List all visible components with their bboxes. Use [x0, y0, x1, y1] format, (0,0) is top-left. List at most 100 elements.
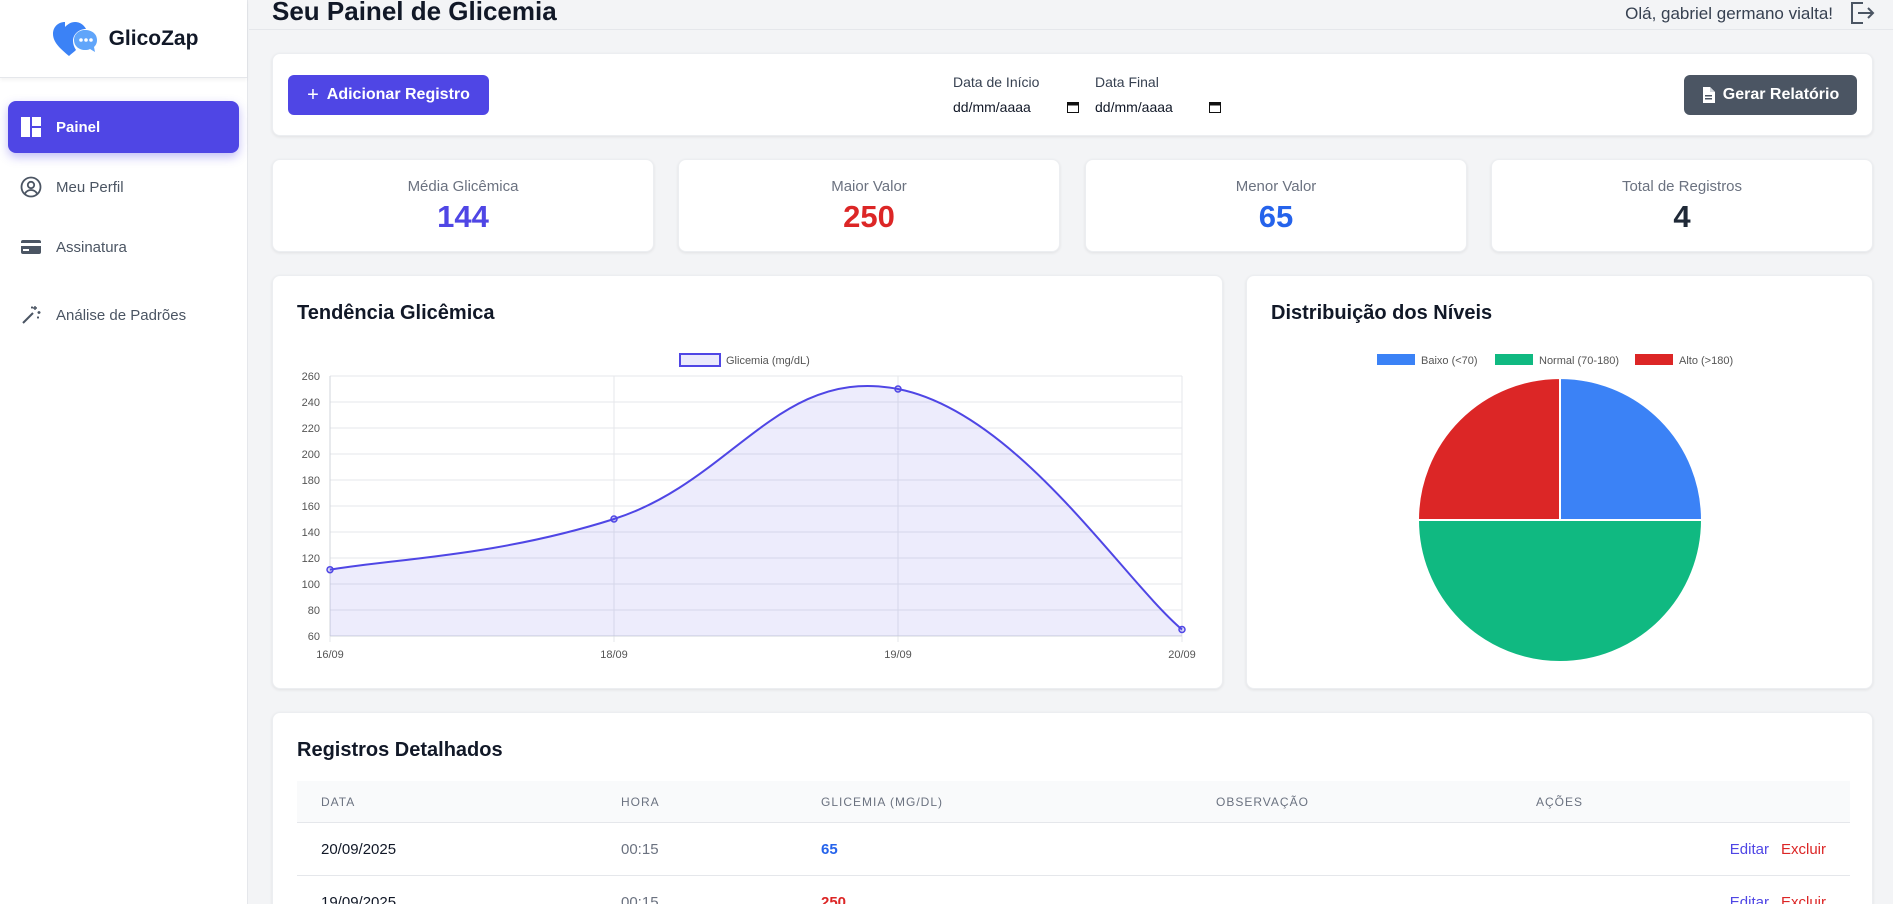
- stat-value: 4: [1673, 199, 1691, 234]
- add-record-button[interactable]: + Adicionar Registro: [288, 75, 489, 115]
- trend-chart-title: Tendência Glicêmica: [297, 302, 495, 324]
- table-row: 20/09/2025 00:15 65 Editar Excluir: [297, 823, 1850, 876]
- legend-label: Glicemia (mg/dL): [726, 355, 810, 367]
- edit-link[interactable]: Editar: [1729, 893, 1769, 904]
- calendar-icon: [1209, 102, 1221, 113]
- distribution-pie-chart: Baixo (<70) Normal (70-180) Alto (>180): [1377, 354, 1733, 663]
- sidebar-item-painel[interactable]: Painel: [8, 101, 239, 153]
- sidebar-item-meu-perfil[interactable]: Meu Perfil: [8, 161, 239, 213]
- stat-label: Menor Valor: [1235, 178, 1317, 195]
- y-tick-label: 200: [302, 449, 320, 461]
- pie-slice: [1559, 376, 1704, 521]
- legend-label: Baixo (<70): [1421, 355, 1478, 367]
- legend-swatch: [1495, 354, 1533, 365]
- series-area: [330, 385, 1182, 636]
- stat-value: 250: [843, 199, 895, 234]
- legend-item: Alto (>180): [1635, 354, 1733, 367]
- pie-slice: [1416, 519, 1704, 663]
- cell-time: 00:15: [621, 840, 659, 858]
- delete-link[interactable]: Excluir: [1780, 840, 1826, 858]
- table-row: 19/09/2025 00:15 250 Editar Excluir: [297, 876, 1850, 904]
- column-header: DATA: [321, 794, 356, 809]
- legend-swatch: [1635, 354, 1673, 365]
- end-date-group: Data Final dd/mm/aaaa: [1095, 74, 1221, 118]
- distribution-chart-title: Distribuição dos Níveis: [1271, 302, 1493, 324]
- stat-card-max: Maior Valor 250: [678, 159, 1060, 252]
- edit-link[interactable]: Editar: [1729, 840, 1769, 858]
- sidebar: GlicoZap Painel Meu Perfil Assinatura An…: [0, 0, 248, 904]
- plus-icon: +: [307, 84, 319, 106]
- stat-value: 144: [437, 199, 489, 234]
- legend-item: Baixo (<70): [1377, 354, 1478, 367]
- trend-line-chart: Glicemia (mg/dL) 60 80 100 120 140 160 180 200 22…: [302, 353, 1196, 661]
- legend-swatch: [679, 353, 721, 367]
- logout-icon[interactable]: [1849, 1, 1875, 25]
- records-table: DATA HORA GLICEMIA (MG/DL) OBSERVAÇÃO AÇ…: [297, 781, 1850, 904]
- series-line: [329, 384, 1183, 631]
- toolbar: + Adicionar Registro Data de Início dd/m…: [272, 53, 1873, 136]
- y-tick-label: 220: [302, 423, 320, 435]
- row-actions: Editar Excluir: [1512, 841, 1850, 858]
- data-point: [894, 385, 902, 393]
- sidebar-item-label: Painel: [56, 118, 101, 136]
- cell-glucose: 65: [821, 840, 838, 858]
- y-tick-label: 100: [302, 579, 320, 591]
- stat-label: Total de Registros: [1621, 178, 1743, 195]
- cell-date: 19/09/2025: [321, 893, 397, 904]
- cell-glucose: 250: [821, 893, 847, 904]
- sidebar-item-assinatura[interactable]: Assinatura: [8, 221, 239, 273]
- y-tick-label: 60: [308, 631, 320, 643]
- sidebar-item-analise-de-padroes[interactable]: Análise de Padrões: [8, 289, 239, 341]
- legend-label: Alto (>180): [1679, 355, 1733, 367]
- calendar-icon: [1067, 102, 1079, 113]
- logo-icon: [52, 21, 97, 56]
- sidebar-item-label: Análise de Padrões: [56, 306, 187, 324]
- row-actions: Editar Excluir: [1512, 894, 1850, 904]
- column-header: HORA: [621, 794, 660, 809]
- start-date-placeholder: dd/mm/aaaa: [953, 99, 1031, 115]
- y-tick-label: 140: [302, 527, 320, 539]
- user-circle-icon: [20, 176, 42, 198]
- sidebar-nav: Painel Meu Perfil Assinatura Análise de …: [0, 78, 247, 372]
- records-card: Registros Detalhados DATA HORA GLICEMIA …: [272, 712, 1873, 904]
- x-tick-label: 20/09: [1168, 649, 1196, 661]
- generate-report-button[interactable]: Gerar Relatório: [1684, 75, 1857, 115]
- column-header: AÇÕES: [1536, 794, 1584, 809]
- magic-wand-icon: [22, 306, 41, 324]
- legend-label: Normal (70-180): [1539, 355, 1619, 367]
- add-record-label: Adicionar Registro: [326, 86, 470, 103]
- sidebar-item-label: Meu Perfil: [56, 178, 124, 196]
- sidebar-item-label: Assinatura: [56, 238, 127, 256]
- header: Seu Painel de Glicemia Olá, gabriel germ…: [249, 0, 1893, 30]
- trend-chart-card: Tendência Glicêmica Glicemia (mg/dL) 60 80…: [272, 275, 1223, 689]
- page-title: Seu Painel de Glicemia: [272, 0, 557, 26]
- delete-link[interactable]: Excluir: [1780, 893, 1826, 904]
- cell-date: 20/09/2025: [321, 840, 397, 858]
- start-date-input[interactable]: dd/mm/aaaa: [953, 96, 1079, 118]
- data-point: [326, 565, 334, 574]
- chart-legend: Glicemia (mg/dL): [679, 353, 810, 367]
- table-header: DATA HORA GLICEMIA (MG/DL) OBSERVAÇÃO AÇ…: [297, 781, 1850, 823]
- end-date-placeholder: dd/mm/aaaa: [1095, 99, 1173, 115]
- brand-name: GlicoZap: [108, 26, 199, 50]
- legend-item: Normal (70-180): [1495, 354, 1619, 367]
- generate-report-label: Gerar Relatório: [1722, 86, 1840, 103]
- start-date-group: Data de Início dd/mm/aaaa: [953, 74, 1079, 118]
- data-point: [1178, 625, 1186, 634]
- y-tick-label: 240: [302, 397, 320, 409]
- legend-swatch: [1377, 354, 1415, 365]
- x-tick-label: 16/09: [316, 649, 344, 661]
- brand[interactable]: GlicoZap: [0, 0, 247, 78]
- stat-value: 65: [1258, 199, 1294, 234]
- dashboard-icon: [21, 117, 41, 137]
- stat-card-average: Média Glicêmica 144: [272, 159, 654, 252]
- distribution-chart-card: Distribuição dos Níveis Baixo (<70) Norma…: [1246, 275, 1873, 689]
- pie-slice: [1416, 376, 1561, 521]
- column-header: OBSERVAÇÃO: [1216, 794, 1309, 809]
- end-date-input[interactable]: dd/mm/aaaa: [1095, 96, 1221, 118]
- records-title: Registros Detalhados: [297, 739, 503, 761]
- credit-card-icon: [21, 240, 41, 254]
- cell-time: 00:15: [621, 893, 659, 904]
- user-greeting: Olá, gabriel germano vialta!: [1625, 4, 1833, 23]
- x-tick-label: 18/09: [600, 649, 628, 661]
